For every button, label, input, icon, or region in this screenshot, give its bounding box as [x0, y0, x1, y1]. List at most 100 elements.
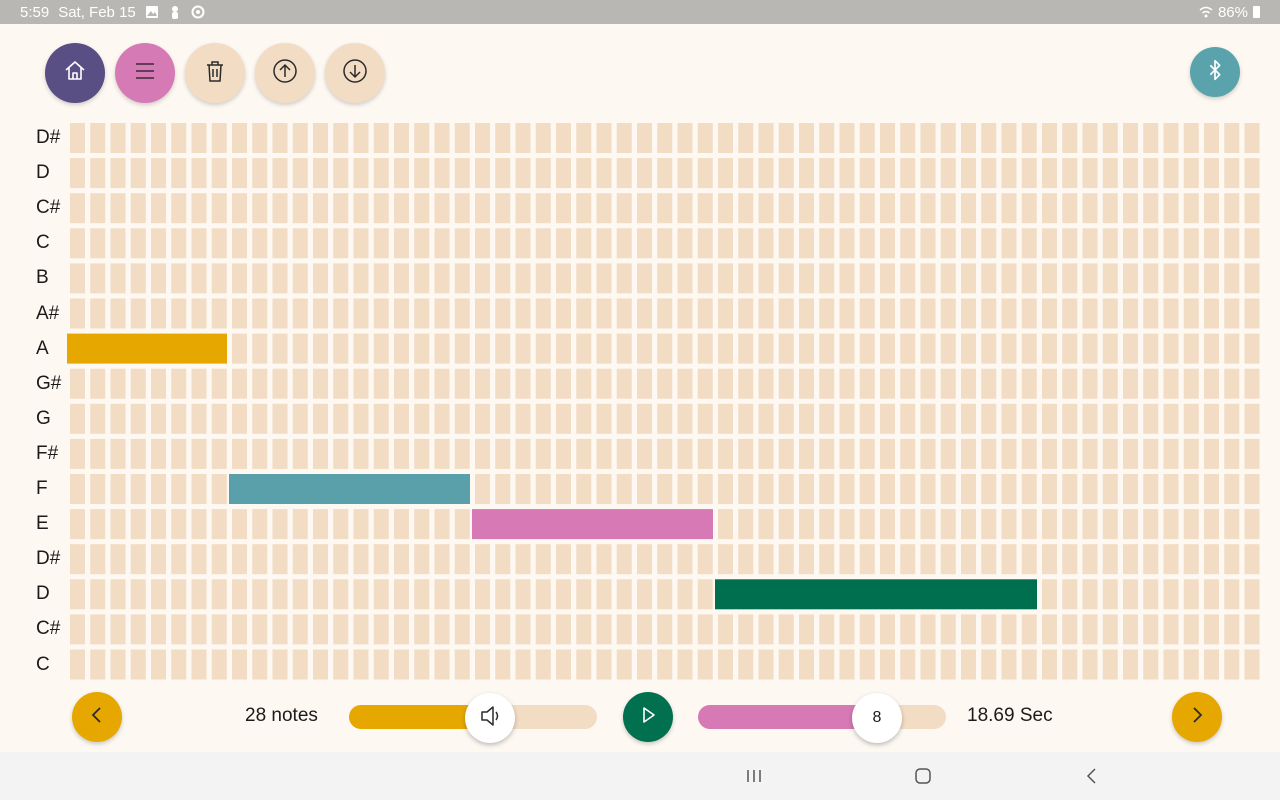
- note-block-f[interactable]: [229, 474, 470, 504]
- grid-cell[interactable]: [292, 438, 308, 469]
- grid-cell[interactable]: [961, 333, 976, 364]
- grid-cell[interactable]: [373, 193, 389, 224]
- grid-cell[interactable]: [880, 438, 895, 469]
- grid-cell[interactable]: [414, 368, 430, 399]
- grid-cell[interactable]: [434, 228, 450, 259]
- grid-cell[interactable]: [677, 368, 693, 399]
- grid-cell[interactable]: [191, 474, 207, 504]
- grid-cell[interactable]: [130, 158, 146, 189]
- home-nav-icon[interactable]: [913, 766, 933, 786]
- grid-cell[interactable]: [1123, 193, 1138, 224]
- grid-cell[interactable]: [1224, 474, 1240, 504]
- grid-cell[interactable]: [110, 368, 126, 399]
- grid-cell[interactable]: [1001, 263, 1017, 294]
- grid-cell[interactable]: [272, 544, 288, 575]
- grid-cell[interactable]: [940, 438, 956, 469]
- grid-cell[interactable]: [859, 228, 875, 259]
- grid-cell[interactable]: [1183, 438, 1199, 469]
- grid-cell[interactable]: [819, 474, 835, 504]
- grid-cell[interactable]: [1183, 474, 1199, 504]
- grid-cell[interactable]: [434, 333, 450, 364]
- grid-cell[interactable]: [1143, 579, 1159, 610]
- grid-cell[interactable]: [535, 614, 551, 645]
- grid-cell[interactable]: [495, 403, 511, 434]
- grid-cell[interactable]: [1021, 438, 1037, 469]
- grid-cell[interactable]: [799, 193, 814, 224]
- grid-cell[interactable]: [191, 649, 207, 680]
- grid-cell[interactable]: [515, 263, 531, 294]
- grid-cell[interactable]: [90, 579, 106, 610]
- grid-cell[interactable]: [859, 614, 875, 645]
- grid-cell[interactable]: [272, 509, 288, 540]
- grid-cell[interactable]: [252, 193, 268, 224]
- grid-cell[interactable]: [576, 579, 592, 610]
- grid-cell[interactable]: [313, 649, 328, 680]
- grid-cell[interactable]: [414, 509, 430, 540]
- grid-cell[interactable]: [211, 438, 227, 469]
- grid-cell[interactable]: [1183, 544, 1199, 575]
- grid-cell[interactable]: [1123, 403, 1138, 434]
- grid-cell[interactable]: [1001, 333, 1017, 364]
- grid-cell[interactable]: [211, 298, 227, 329]
- grid-cell[interactable]: [1001, 158, 1017, 189]
- grid-cell[interactable]: [1042, 228, 1057, 259]
- grid-cell[interactable]: [394, 368, 409, 399]
- grid-cell[interactable]: [475, 193, 490, 224]
- grid-cell[interactable]: [1021, 614, 1037, 645]
- grid-cell[interactable]: [758, 614, 774, 645]
- grid-cell[interactable]: [1143, 403, 1159, 434]
- grid-cell[interactable]: [191, 509, 207, 540]
- grid-cell[interactable]: [151, 123, 166, 153]
- grid-cell[interactable]: [1163, 544, 1179, 575]
- grid-cell[interactable]: [900, 368, 916, 399]
- grid-cell[interactable]: [171, 614, 187, 645]
- grid-cell[interactable]: [799, 368, 814, 399]
- grid-cell[interactable]: [313, 438, 328, 469]
- grid-cell[interactable]: [819, 298, 835, 329]
- grid-cell[interactable]: [333, 193, 349, 224]
- grid-cell[interactable]: [1062, 438, 1078, 469]
- grid-cell[interactable]: [556, 123, 571, 153]
- grid-cell[interactable]: [981, 509, 997, 540]
- grid-cell[interactable]: [70, 544, 85, 575]
- grid-cell[interactable]: [637, 333, 652, 364]
- grid-cell[interactable]: [191, 368, 207, 399]
- grid-cell[interactable]: [961, 438, 976, 469]
- grid-cell[interactable]: [110, 649, 126, 680]
- grid-cell[interactable]: [475, 368, 490, 399]
- grid-cell[interactable]: [799, 333, 814, 364]
- upload-button[interactable]: [255, 43, 315, 103]
- grid-cell[interactable]: [1244, 649, 1260, 680]
- grid-cell[interactable]: [1183, 403, 1199, 434]
- grid-cell[interactable]: [697, 298, 713, 329]
- grid-cell[interactable]: [272, 298, 288, 329]
- grid-cell[interactable]: [839, 544, 855, 575]
- grid-cell[interactable]: [1224, 614, 1240, 645]
- grid-cell[interactable]: [414, 579, 430, 610]
- grid-cell[interactable]: [819, 438, 835, 469]
- grid-cell[interactable]: [839, 509, 855, 540]
- grid-cell[interactable]: [272, 193, 288, 224]
- grid-cell[interactable]: [333, 579, 349, 610]
- grid-cell[interactable]: [616, 333, 632, 364]
- grid-cell[interactable]: [211, 544, 227, 575]
- grid-cell[interactable]: [1163, 614, 1179, 645]
- grid-cell[interactable]: [880, 193, 895, 224]
- grid-cell[interactable]: [1163, 123, 1179, 153]
- volume-slider-thumb[interactable]: [465, 693, 515, 743]
- grid-cell[interactable]: [920, 649, 936, 680]
- grid-cell[interactable]: [454, 193, 470, 224]
- grid-cell[interactable]: [130, 614, 146, 645]
- grid-cell[interactable]: [778, 438, 794, 469]
- grid-cell[interactable]: [232, 649, 247, 680]
- grid-cell[interactable]: [880, 403, 895, 434]
- grid-cell[interactable]: [211, 263, 227, 294]
- grid-cell[interactable]: [171, 193, 187, 224]
- grid-cell[interactable]: [414, 228, 430, 259]
- grid-cell[interactable]: [333, 333, 349, 364]
- grid-cell[interactable]: [1123, 544, 1138, 575]
- grid-cell[interactable]: [252, 158, 268, 189]
- grid-cell[interactable]: [535, 368, 551, 399]
- grid-cell[interactable]: [1082, 649, 1098, 680]
- grid-cell[interactable]: [961, 368, 976, 399]
